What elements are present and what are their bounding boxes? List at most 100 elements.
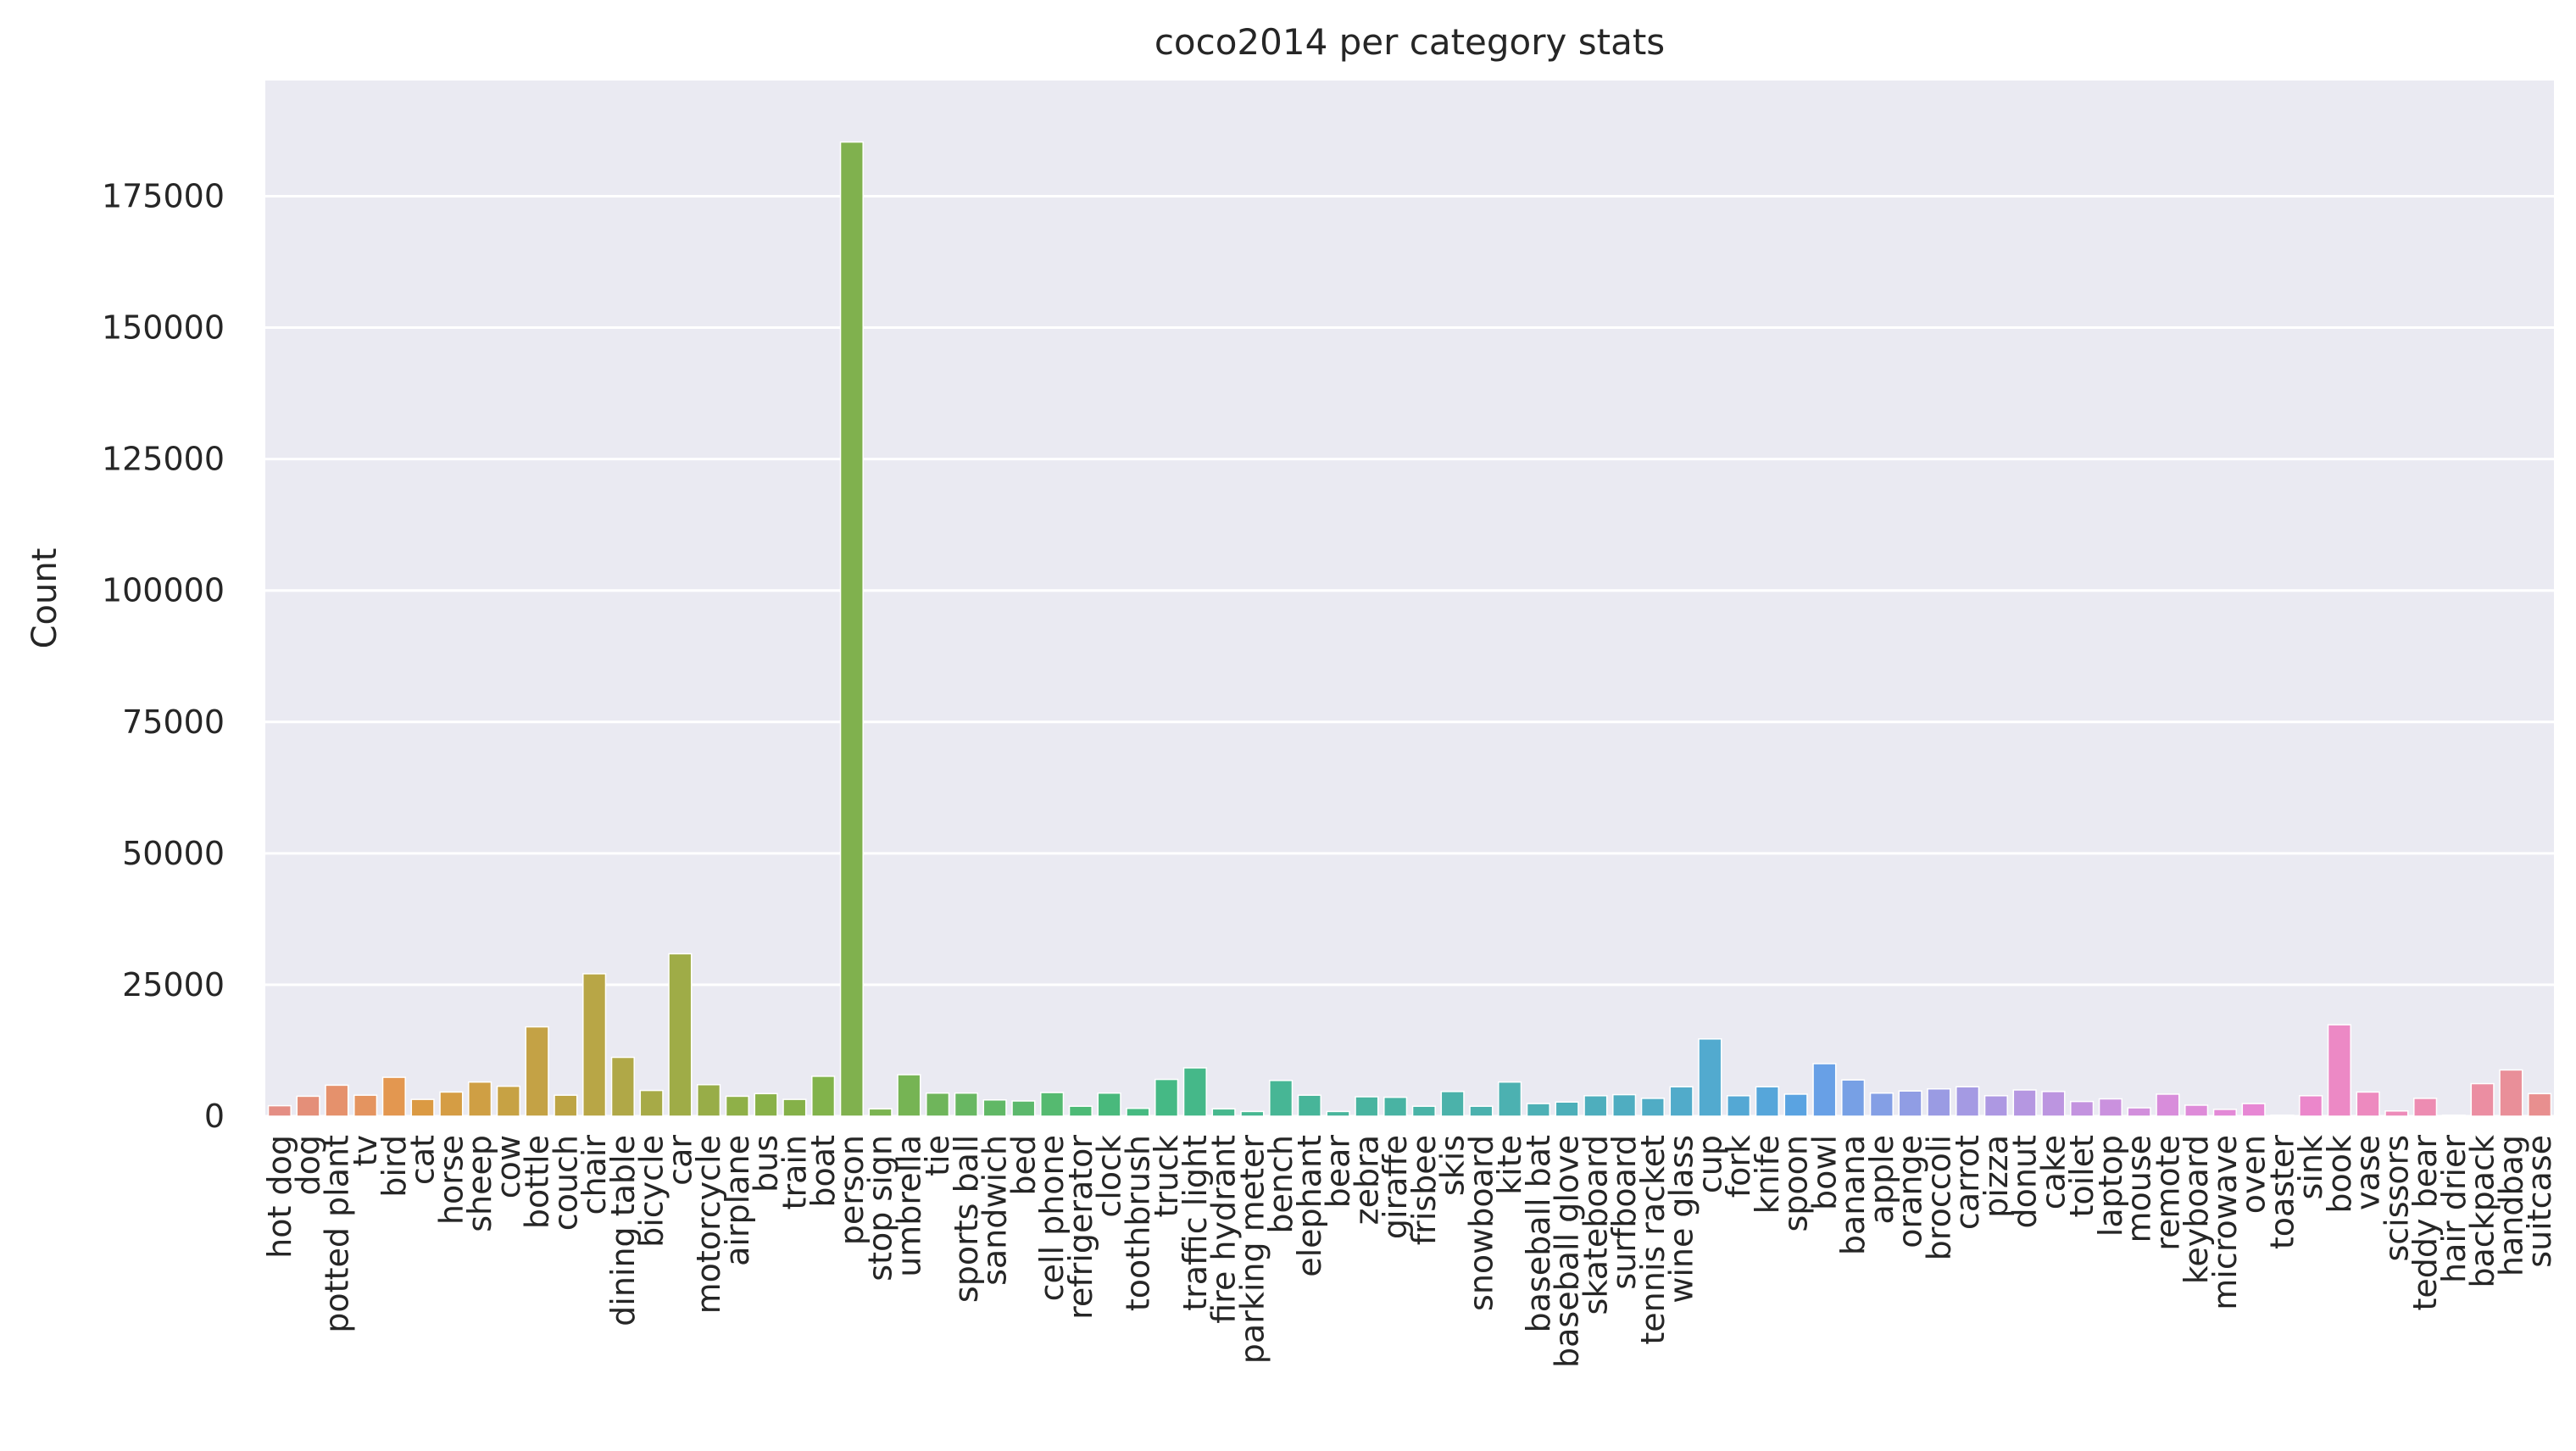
bar [639, 1089, 664, 1117]
bar [782, 1098, 807, 1117]
bar [1383, 1096, 1408, 1117]
x-tick-label: bird [376, 1135, 413, 1198]
bar [1297, 1094, 1321, 1117]
bar [2384, 1110, 2409, 1117]
bar [2070, 1100, 2095, 1117]
x-tick-label: donut [2006, 1135, 2044, 1228]
x-tick-label: stop sign [862, 1135, 899, 1281]
bar [1182, 1067, 1207, 1117]
bar [1526, 1103, 1550, 1117]
bar [868, 1108, 893, 1117]
bar [1583, 1095, 1608, 1117]
bar [1011, 1100, 1036, 1117]
x-tick-label: suitcase [2521, 1135, 2558, 1268]
x-tick-label: bus [748, 1135, 785, 1192]
bar [1783, 1093, 1808, 1117]
bar [954, 1092, 978, 1117]
bar [926, 1092, 950, 1117]
y-tick-label: 50000 [122, 835, 225, 872]
bar [1097, 1092, 1121, 1117]
x-tick-label: tv [347, 1135, 384, 1166]
y-tick-label: 150000 [102, 309, 225, 347]
x-tick-label: book [2321, 1135, 2358, 1214]
bar [1211, 1108, 1236, 1117]
x-tick-label: boat [804, 1135, 842, 1208]
x-tick-label: couch [547, 1135, 584, 1231]
x-tick-label: cat [404, 1135, 442, 1185]
x-tick-label: spoon [1778, 1135, 1815, 1232]
bar [2041, 1091, 2066, 1117]
x-tick-label: hot dog [261, 1135, 298, 1259]
x-tick-label: mouse [2121, 1135, 2158, 1243]
bar [1698, 1038, 1722, 1117]
bar [2327, 1024, 2351, 1117]
bar [897, 1074, 921, 1117]
x-tick-label: orange [1892, 1135, 1929, 1248]
bar [1498, 1081, 1522, 1117]
bar [1869, 1092, 1894, 1117]
x-tick-label: broccoli [1920, 1135, 1957, 1260]
bar [1956, 1086, 1980, 1117]
bar [381, 1076, 406, 1117]
bar [267, 1104, 292, 1117]
bar [2184, 1104, 2209, 1117]
bar [353, 1094, 378, 1117]
x-tick-label: surfboard [1605, 1135, 1643, 1290]
x-tick-label: dog [290, 1135, 327, 1196]
bar [1411, 1105, 1436, 1117]
y-tick-label: 25000 [122, 966, 225, 1003]
bar [1898, 1090, 1922, 1117]
x-tick-label: baseball glove [1549, 1135, 1586, 1368]
x-tick-label: umbrella [890, 1135, 927, 1277]
bar [496, 1085, 520, 1117]
x-tick-label: cow [490, 1135, 527, 1198]
x-tick-label: motorcycle [690, 1135, 727, 1314]
bar [1555, 1101, 1579, 1117]
bar [668, 953, 693, 1117]
bar [410, 1098, 435, 1117]
bar [2441, 1115, 2466, 1117]
x-tick-label: truck [1148, 1135, 1185, 1218]
bar [811, 1076, 836, 1117]
x-tick-label: bed [1004, 1135, 1042, 1196]
bar [468, 1081, 492, 1117]
bar [610, 1056, 635, 1117]
x-tick-label: bottle [519, 1135, 556, 1229]
x-tick-label: tennis racket [1634, 1135, 1672, 1345]
x-tick-label: refrigerator [1062, 1135, 1099, 1320]
bar [2270, 1115, 2295, 1117]
bar [1727, 1095, 1751, 1117]
bar [2528, 1092, 2552, 1117]
bar [982, 1099, 1007, 1117]
x-tick-label: knife [1749, 1135, 1786, 1214]
x-tick-label: remote [2149, 1135, 2186, 1251]
x-tick-label: scissors [2378, 1135, 2415, 1262]
x-tick-label: kite [1491, 1135, 1528, 1195]
bar [754, 1092, 778, 1117]
bar [1269, 1080, 1294, 1117]
bar [1040, 1092, 1065, 1117]
bars [267, 141, 2552, 1117]
x-tick-label: apple [1863, 1135, 1900, 1224]
bar [2356, 1091, 2380, 1117]
bar [2098, 1098, 2123, 1117]
bar [2470, 1082, 2495, 1117]
x-tick-label: bear [1320, 1135, 1357, 1209]
x-tick-label: giraffe [1377, 1135, 1414, 1239]
x-tick-label: sandwich [976, 1135, 1014, 1286]
x-tick-label: vase [2350, 1135, 2387, 1210]
bar [1068, 1105, 1093, 1117]
x-tick-label: potted plant [318, 1135, 355, 1333]
bar [1927, 1087, 1951, 1117]
bar [325, 1084, 349, 1117]
x-tick-label: cell phone [1033, 1135, 1071, 1301]
x-tick-label: toothbrush [1119, 1135, 1156, 1311]
y-tick-label: 75000 [122, 703, 225, 741]
x-tick-label: bowl [1805, 1135, 1843, 1210]
x-tick-label: backpack [2464, 1135, 2501, 1288]
bar [2413, 1098, 2438, 1117]
bar [2241, 1103, 2266, 1117]
x-tick-label: car [661, 1135, 698, 1186]
bar [525, 1026, 549, 1117]
